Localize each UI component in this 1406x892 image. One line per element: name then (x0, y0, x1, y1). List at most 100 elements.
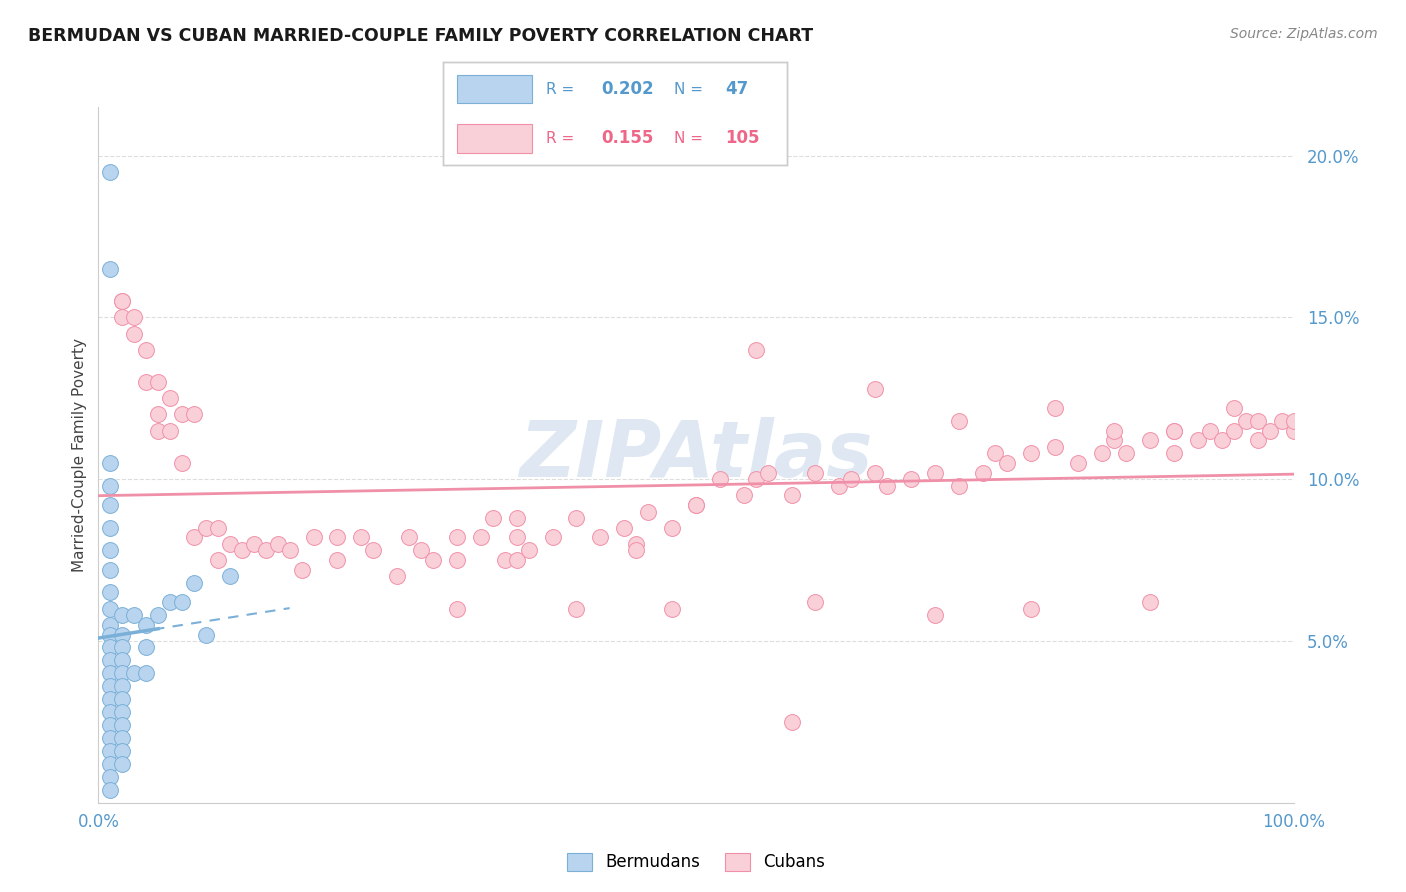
Point (98, 653, 122, 667)
Point (148, 408, 170, 422)
Point (98, 617, 122, 632)
Point (446, 531, 468, 545)
Point (124, 310, 146, 325)
Point (98, 640, 122, 655)
Point (1282, 414, 1305, 428)
Point (98, 731, 122, 745)
Point (111, 666, 134, 681)
Point (745, 343, 768, 357)
Point (111, 718, 134, 732)
Point (231, 543, 253, 558)
Point (1271, 414, 1294, 428)
Point (98, 601, 122, 615)
Point (98, 770, 122, 784)
Point (733, 488, 755, 502)
Text: N =: N = (673, 81, 707, 96)
Point (111, 640, 134, 655)
Point (111, 627, 134, 641)
Point (207, 521, 229, 535)
Text: 0.202: 0.202 (602, 80, 654, 98)
Point (541, 531, 564, 545)
Point (98, 165, 122, 179)
Point (98, 456, 122, 470)
Point (1043, 401, 1066, 415)
Y-axis label: Married-Couple Family Poverty: Married-Couple Family Poverty (72, 338, 87, 572)
Point (194, 521, 217, 535)
Point (470, 531, 492, 545)
Point (98, 498, 122, 512)
Point (709, 472, 731, 486)
Point (1258, 424, 1281, 438)
Point (135, 617, 157, 632)
Point (148, 375, 170, 389)
Point (972, 466, 994, 480)
Point (780, 488, 803, 502)
Point (1187, 434, 1209, 448)
Point (745, 472, 768, 486)
Point (924, 608, 946, 623)
Point (517, 543, 540, 558)
Point (148, 608, 170, 623)
Point (172, 456, 194, 470)
Point (326, 531, 349, 545)
Text: R =: R = (546, 131, 579, 146)
Point (326, 553, 349, 567)
Point (148, 424, 170, 438)
Point (98, 478, 122, 492)
Point (135, 375, 157, 389)
Point (685, 498, 707, 512)
Point (983, 446, 1005, 460)
Point (135, 640, 157, 655)
Point (98, 692, 122, 706)
FancyBboxPatch shape (457, 75, 533, 103)
Point (385, 569, 409, 583)
Point (111, 744, 134, 758)
Text: BERMUDAN VS CUBAN MARRIED-COUPLE FAMILY POVERTY CORRELATION CHART: BERMUDAN VS CUBAN MARRIED-COUPLE FAMILY … (28, 27, 813, 45)
Point (219, 569, 242, 583)
Point (839, 472, 862, 486)
Point (1019, 446, 1042, 460)
Point (135, 343, 157, 357)
Point (98, 261, 122, 276)
Point (98, 666, 122, 681)
Point (111, 294, 134, 309)
Point (1102, 434, 1125, 448)
Point (194, 627, 217, 641)
Point (207, 553, 229, 567)
Point (1163, 446, 1185, 460)
Point (1222, 401, 1246, 415)
Point (804, 466, 827, 480)
Point (900, 472, 922, 486)
Point (183, 575, 205, 590)
Point (98, 756, 122, 771)
Point (98, 543, 122, 558)
Point (506, 511, 529, 525)
Point (494, 553, 516, 567)
Point (685, 498, 707, 512)
Point (1019, 601, 1042, 615)
Point (446, 553, 468, 567)
Point (756, 466, 779, 480)
Point (98, 679, 122, 693)
Point (124, 608, 146, 623)
Point (1091, 446, 1114, 460)
Point (661, 521, 683, 535)
Point (422, 553, 444, 567)
Point (183, 531, 205, 545)
Point (1102, 424, 1125, 438)
Point (98, 627, 122, 641)
Point (111, 608, 134, 623)
Point (1234, 414, 1257, 428)
Point (98, 705, 122, 719)
Point (637, 504, 659, 518)
Point (876, 478, 898, 492)
Point (159, 392, 181, 406)
Point (111, 310, 134, 325)
Point (995, 456, 1018, 470)
Text: ZIPAtlas: ZIPAtlas (519, 417, 873, 493)
Text: Source: ZipAtlas.com: Source: ZipAtlas.com (1230, 27, 1378, 41)
Point (506, 531, 529, 545)
Point (302, 531, 325, 545)
Point (278, 543, 301, 558)
Point (1043, 440, 1066, 454)
